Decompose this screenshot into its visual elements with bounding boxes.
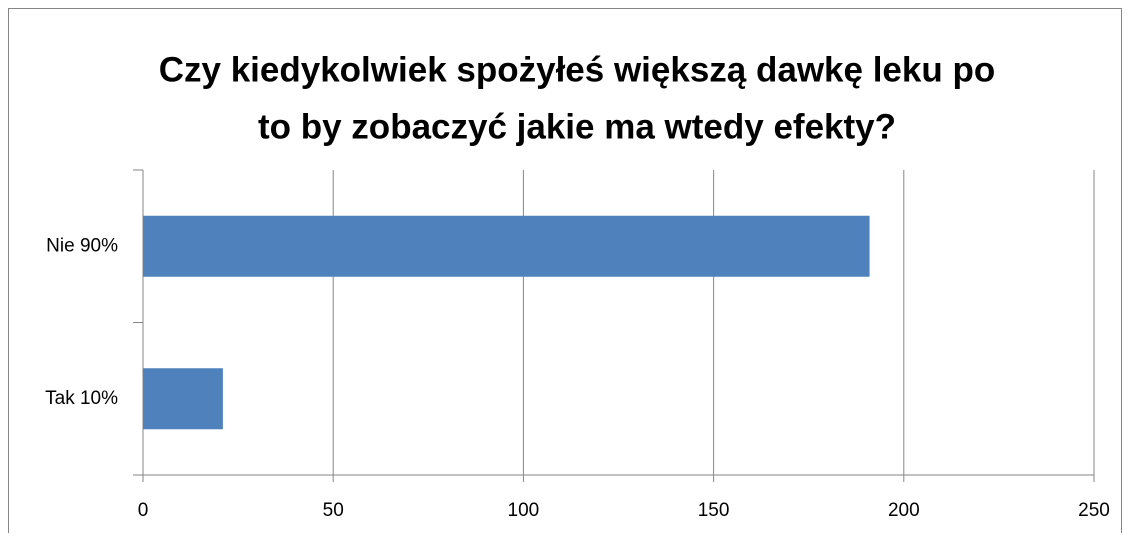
x-tick-label: 50 bbox=[323, 500, 344, 521]
chart-title: to by zobaczyć jakie ma wtedy efekty? bbox=[258, 107, 896, 146]
x-tick-label: 150 bbox=[698, 500, 730, 521]
x-tick-label: 0 bbox=[138, 500, 149, 521]
bar bbox=[143, 368, 223, 430]
bar bbox=[143, 215, 870, 277]
chart-title: Czy kiedykolwiek spożyłeś większą dawkę … bbox=[159, 50, 995, 89]
y-tick-label: Tak 10% bbox=[45, 388, 118, 409]
x-tick-label: 200 bbox=[888, 500, 920, 521]
x-tick-label: 100 bbox=[508, 500, 540, 521]
y-tick-label: Nie 90% bbox=[46, 235, 118, 256]
x-tick-label: 250 bbox=[1078, 500, 1110, 521]
